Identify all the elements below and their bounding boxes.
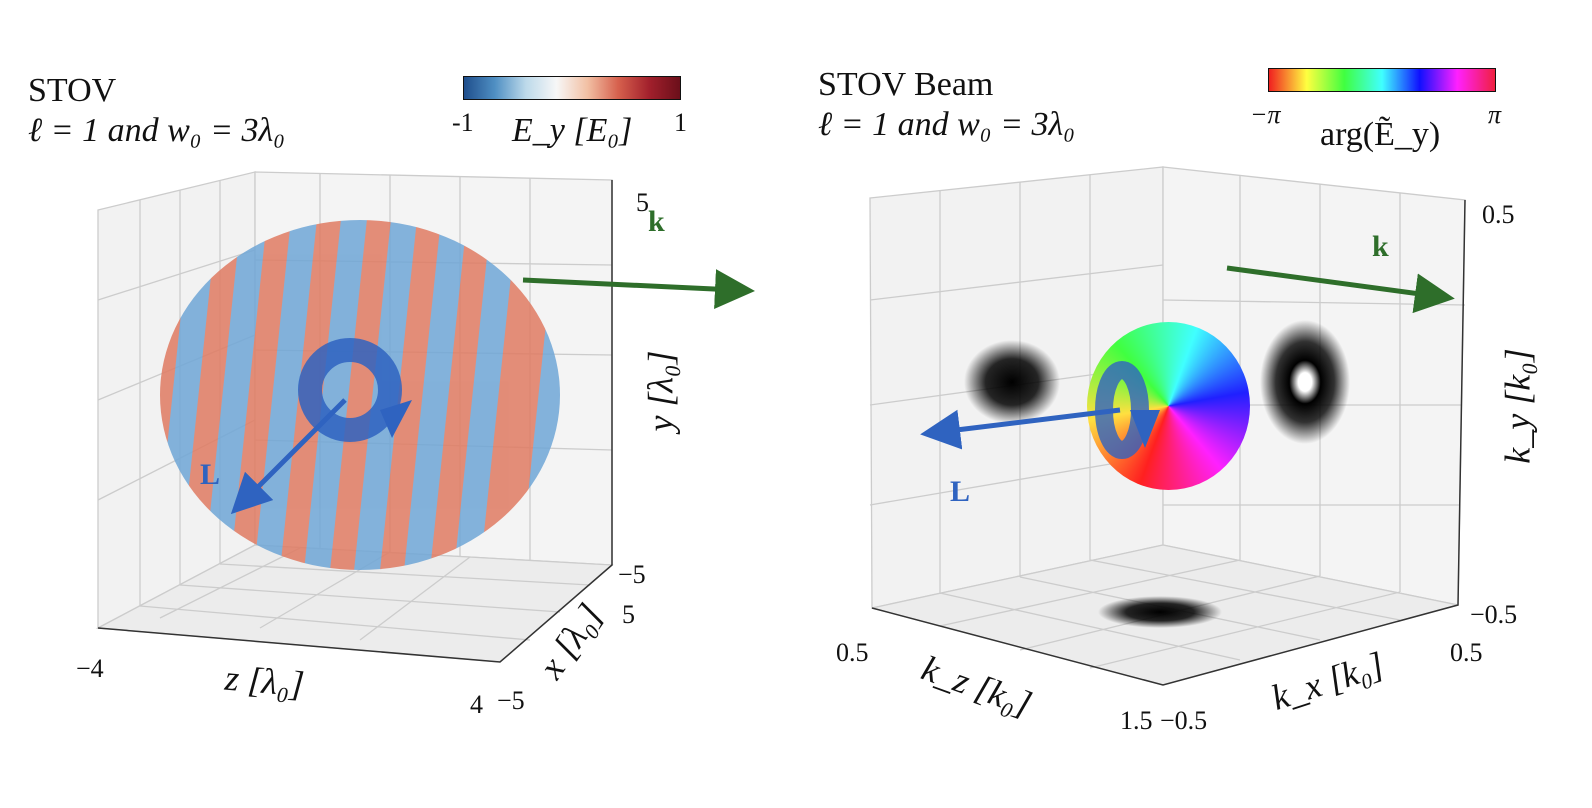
right-colorbar (1268, 68, 1496, 92)
left-title: STOV (28, 72, 117, 109)
right-kz-tick-min: 0.5 (836, 638, 869, 667)
left-z-tick-max: 4 (470, 690, 483, 719)
left-field-sphere (160, 220, 560, 570)
left-colorbar-min: -1 (452, 108, 474, 137)
left-colorbar (463, 76, 681, 100)
right-ky-label: k_y [k₀] (1497, 348, 1538, 464)
right-colorbar-min: −π (1250, 100, 1281, 129)
left-y-label: y [λ₀] (640, 350, 681, 432)
left-y-tick-min: −5 (618, 560, 646, 589)
left-x-tick-max: 5 (622, 600, 635, 629)
right-ky-tick-min: −0.5 (1470, 600, 1518, 629)
right-subtitle: ℓ = 1 and w₀ = 3λ₀ (818, 106, 1076, 143)
right-L-label: L (950, 475, 971, 508)
right-axis-lines (871, 199, 1466, 686)
left-L-label: L (200, 458, 221, 491)
right-ky-tick-max: 0.5 (1482, 200, 1515, 229)
left-x-tick-min: −5 (497, 686, 525, 715)
left-k-label: k (648, 205, 665, 238)
right-L-arrow (920, 407, 1121, 450)
left-y-tick-max: 5 (636, 188, 649, 217)
right-kx-tick-min: −0.5 (1160, 706, 1208, 735)
kz-kx-projection (1098, 596, 1222, 628)
right-k-label: k (1372, 230, 1389, 263)
right-title: STOV Beam (818, 66, 994, 103)
left-subtitle: ℓ = 1 and w₀ = 3λ₀ (28, 112, 286, 149)
left-z-label: z [λ₀] (223, 657, 306, 705)
right-colorbar-max: π (1488, 100, 1502, 129)
left-k-arrow (522, 269, 755, 310)
left-rotation-arrow-icon (298, 338, 412, 442)
right-kx-tick-max: 0.5 (1450, 638, 1483, 667)
phase-sphere (1087, 322, 1250, 490)
left-colorbar-label: E_y [E₀] (512, 112, 633, 149)
right-colorbar-label: arg(Ẽ_y) (1320, 116, 1441, 153)
kz-ky-projection (964, 340, 1060, 424)
left-L-arrow (230, 398, 347, 515)
left-colorbar-max: 1 (674, 108, 687, 137)
right-k-arrow (1226, 265, 1455, 314)
kx-ky-projection (1260, 320, 1350, 444)
left-axis-lines (97, 180, 613, 663)
right-kz-tick-max: 1.5 (1120, 706, 1153, 735)
left-z-tick-min: −4 (76, 654, 104, 683)
